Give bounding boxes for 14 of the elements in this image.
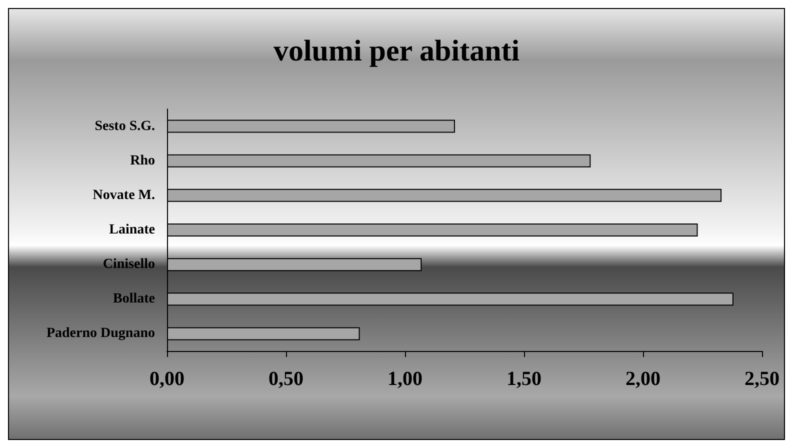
x-tick-label: 2,50: [744, 368, 780, 390]
x-tick-label: 0,00: [150, 368, 184, 390]
chart-title: volumi per abitanti: [273, 34, 520, 68]
y-tick-label: Cinisello: [102, 257, 155, 272]
x-tick-label: 2,00: [626, 368, 660, 390]
y-tick-label: Lainate: [109, 222, 155, 238]
y-tick-label: Sesto S.G.: [94, 118, 155, 134]
y-tick-label: Rho: [130, 153, 155, 168]
x-tick-label: 0,50: [268, 368, 304, 390]
y-tick-label: Bollate: [113, 292, 155, 307]
y-tick-label: Paderno Dugnano: [46, 326, 155, 342]
y-tick-label: Novate M.: [92, 188, 155, 203]
x-tick-label: 1,50: [506, 368, 542, 390]
x-tick-label: 1,00: [388, 368, 422, 390]
